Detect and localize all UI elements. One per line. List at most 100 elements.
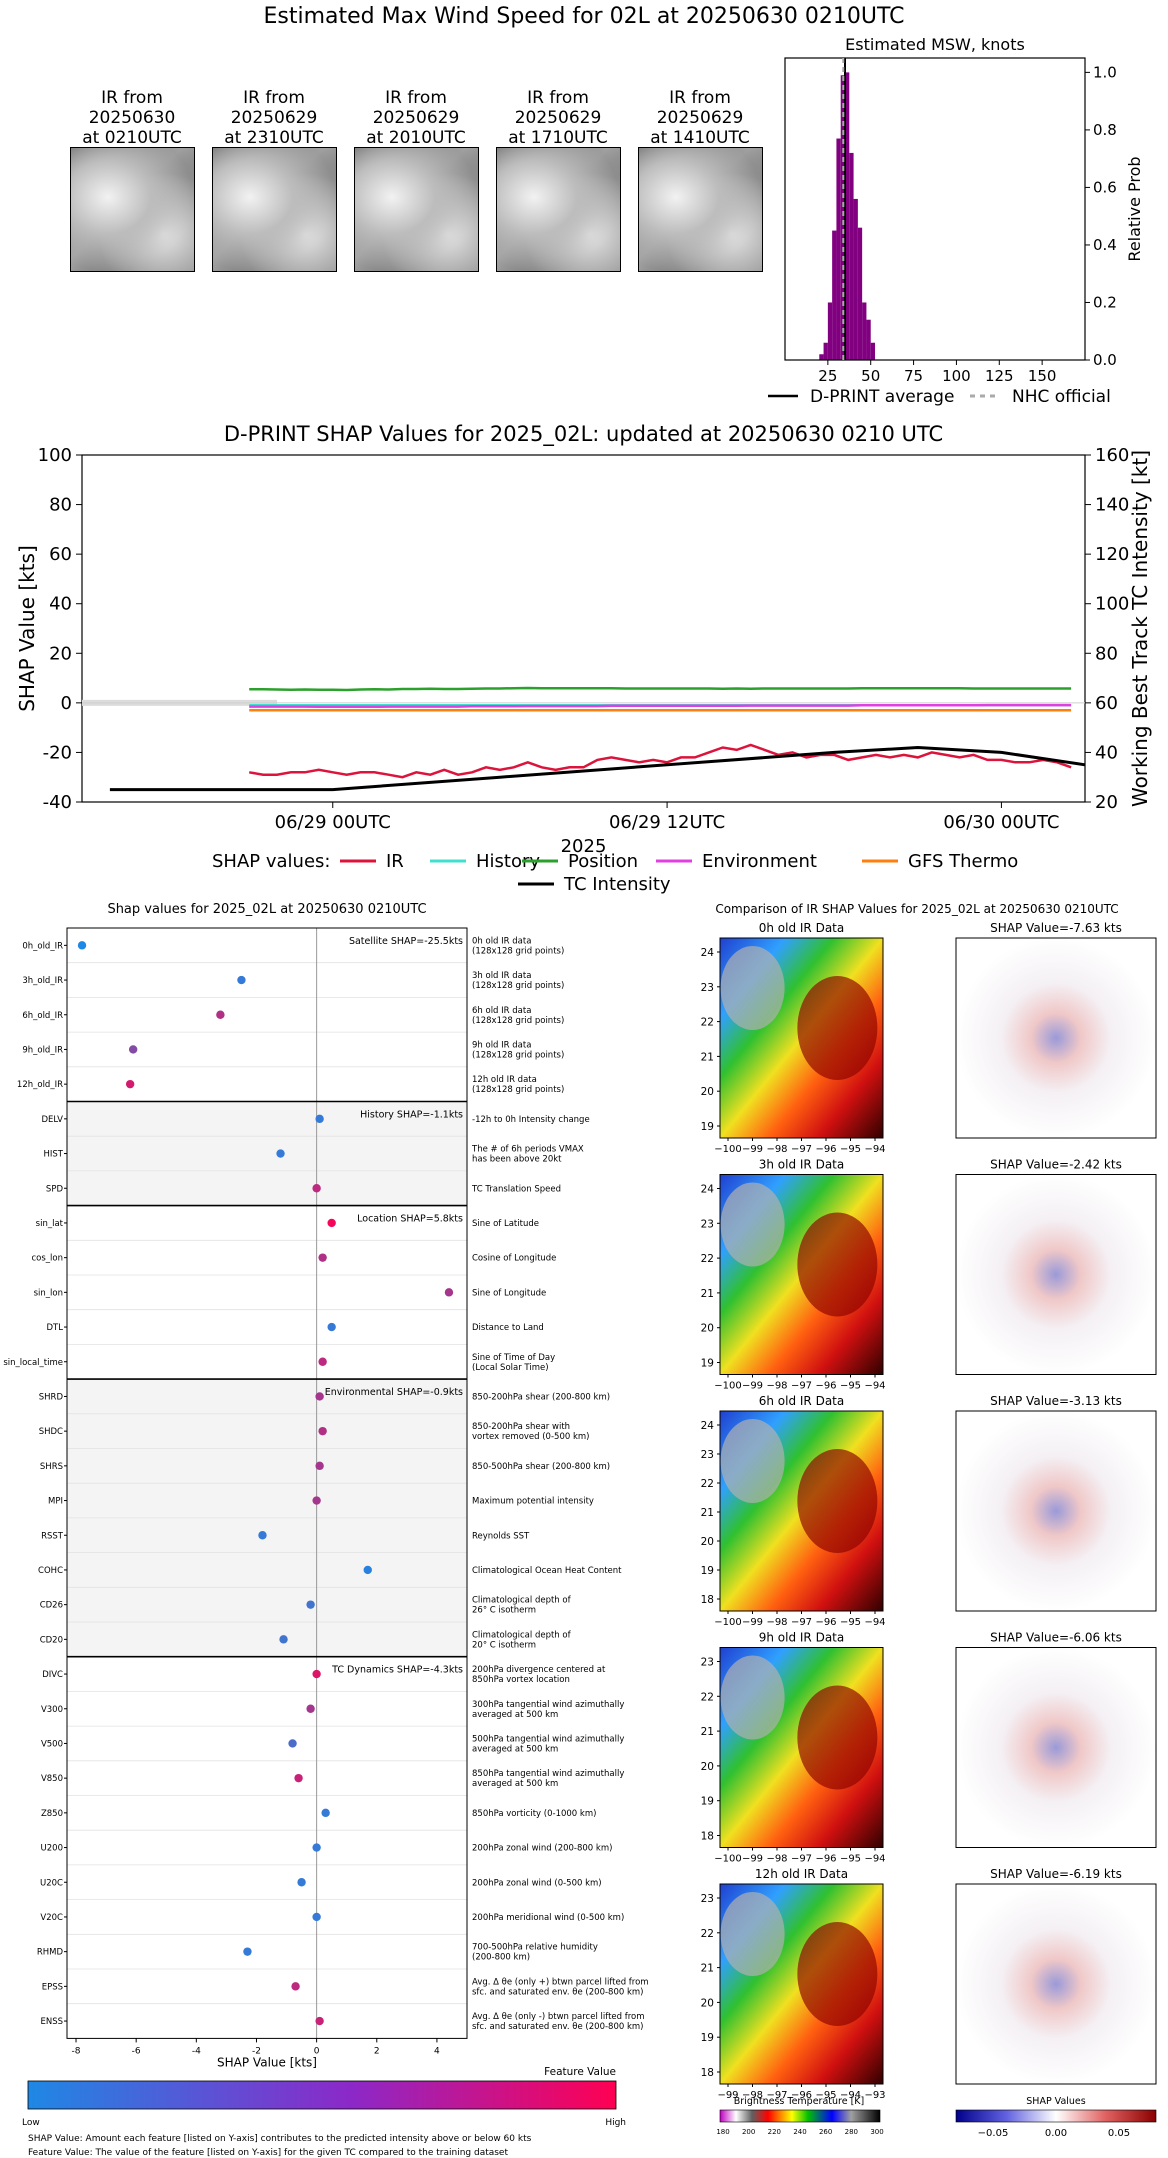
scatter-group-band [67,1656,467,2039]
ir-x-tick-label: −96 [815,1381,836,1392]
scatter-group-label: Environmental SHAP=-0.9kts [325,1387,463,1398]
ir-x-tick-label: −95 [815,2090,836,2101]
y-tick-label: -40 [43,792,72,813]
feature-description: averaged at 500 km [472,1779,558,1789]
y-tick-label: 80 [49,495,72,516]
ir-y-tick-label: 19 [701,1565,714,1577]
ir-panel-heading: 3h old IR Data [759,1158,845,1172]
series-line-position [249,686,1072,692]
shap-colorbar-tick: −0.05 [978,2128,1009,2139]
ir-x-tick-label: −98 [766,1854,787,1865]
ir-x-tick-label: −93 [864,2090,885,2101]
ir-y-tick-label: 22 [701,1017,714,1029]
ir-y-tick-label: 19 [701,2032,714,2044]
series-line-environment [249,703,1072,709]
footnote-line1: SHAP Value: Amount each feature [listed … [28,2134,532,2144]
ir-cold-cloud-core [797,1922,878,2026]
ir-panel-title-line: IR from [527,88,589,108]
ir-cold-cloud-core [797,1685,878,1790]
feature-description: 200hPa divergence centered at [472,1665,606,1675]
feature-shap-dot [237,975,246,985]
ir-x-tick-label: −97 [791,1381,812,1392]
ir-y-tick-label: 19 [701,1358,714,1370]
x-tick-label: 2 [374,2046,380,2056]
x-tick-label: 100 [942,367,971,385]
histogram-bar [840,75,845,360]
feature-name: DIVC [42,1670,63,1680]
ir-x-tick-label: −100 [714,1144,741,1155]
histogram-title: Estimated MSW, knots [845,35,1025,54]
x-tick-label: 50 [861,367,880,385]
scatter-group-band [67,928,467,1102]
feature-description: (128x128 grid points) [472,981,564,991]
ir-panel-title-line: IR from [243,88,305,108]
feature-shap-dot [321,1808,330,1818]
ir-panel-title-line: at 2010UTC [366,128,466,148]
timeseries-title: D-PRINT SHAP Values for 2025_02L: update… [224,422,943,447]
ir-x-tick-label: −99 [742,1854,763,1865]
ir-panel-heading: 6h old IR Data [759,1394,845,1408]
feature-shap-dot [315,1461,324,1471]
tc-intensity-line [109,745,1086,792]
ir-x-tick-label: −100 [714,1854,741,1865]
ir-x-tick-label: −94 [840,2090,861,2101]
shap-heatmap-image [955,937,1157,1139]
legend-label: Environment [702,851,817,872]
ir-x-tick-label: −97 [791,1144,812,1155]
ir-y-tick-label: 21 [701,1726,714,1738]
ir-y-tick-label: 23 [701,1449,714,1461]
feature-name: Z850 [41,1809,63,1819]
ir-x-tick-label: −97 [791,1854,812,1865]
x-tick-label: 0 [314,2046,320,2056]
x-tick-label: 75 [904,367,923,385]
feature-description: vortex removed (0-500 km) [472,1432,589,1442]
feature-shap-dot [315,1392,324,1401]
x-tick-label: 06/29 12UTC [609,812,725,833]
feature-description: averaged at 500 km [472,1744,558,1754]
y-tick-label: 100 [38,445,72,466]
ir-y-tick-label: 19 [701,1121,714,1133]
histogram-bar [823,342,828,360]
shap-heatmap-image [955,1410,1157,1612]
feature-shap-dot [363,1565,372,1575]
feature-name: ENSS [40,2017,63,2027]
feature-description: 3h old IR data [472,971,531,981]
scatter-group-label: TC Dynamics SHAP=-4.3kts [331,1665,463,1676]
ir-y-tick-label: 24 [701,947,715,959]
x-tick-label: -8 [72,2046,81,2056]
feature-description: 6h old IR data [472,1006,531,1016]
ir-y-tick-label: 21 [701,1288,714,1300]
ir-panel-title-line: at 1410UTC [650,128,750,148]
y-right-tick-label: 120 [1095,544,1129,565]
ir-x-tick-label: −99 [742,1144,763,1155]
ir-satellite-image [496,147,621,272]
ir-panel-title-line: IR from [385,88,447,108]
bt-colorbar-tick: 280 [845,2128,858,2136]
feature-description: 850hPa vortex location [472,1675,570,1685]
feature-name: 3h_old_IR [22,976,63,986]
colorbar-low-label: Low [22,2118,40,2128]
y-right-tick-label: 60 [1095,693,1118,714]
feature-description: Reynolds SST [472,1531,530,1541]
ir-warm-region [720,1655,785,1740]
legend-label: IR [386,851,404,872]
x-tick-label: 25 [818,367,837,385]
timeseries-xlabel: 2025 [561,836,607,857]
feature-description: 9h old IR data [472,1040,531,1050]
ir-cold-cloud-core [797,1212,878,1317]
timeseries-ylabel: SHAP Value [kts] [15,545,39,712]
feature-name: HIST [44,1150,64,1160]
bt-colorbar-tick: 200 [742,2128,755,2136]
ir-panel-title-line: 20250629 [514,108,602,128]
feature-description: 850-200hPa shear with [472,1422,570,1432]
feature-shap-dot [128,1045,138,1054]
histogram-bar [836,138,841,360]
feature-name: MPI [48,1497,63,1507]
ir-panel-title-line: at 1710UTC [508,128,608,148]
feature-description: 850-200hPa shear (200-800 km) [472,1392,610,1402]
ir-warm-region [720,946,785,1030]
feature-shap-dot [125,1079,135,1089]
feature-shap-dot [315,2016,324,2026]
feature-description: -12h to 0h Intensity change [472,1115,590,1125]
scatter-frame [66,927,468,2039]
